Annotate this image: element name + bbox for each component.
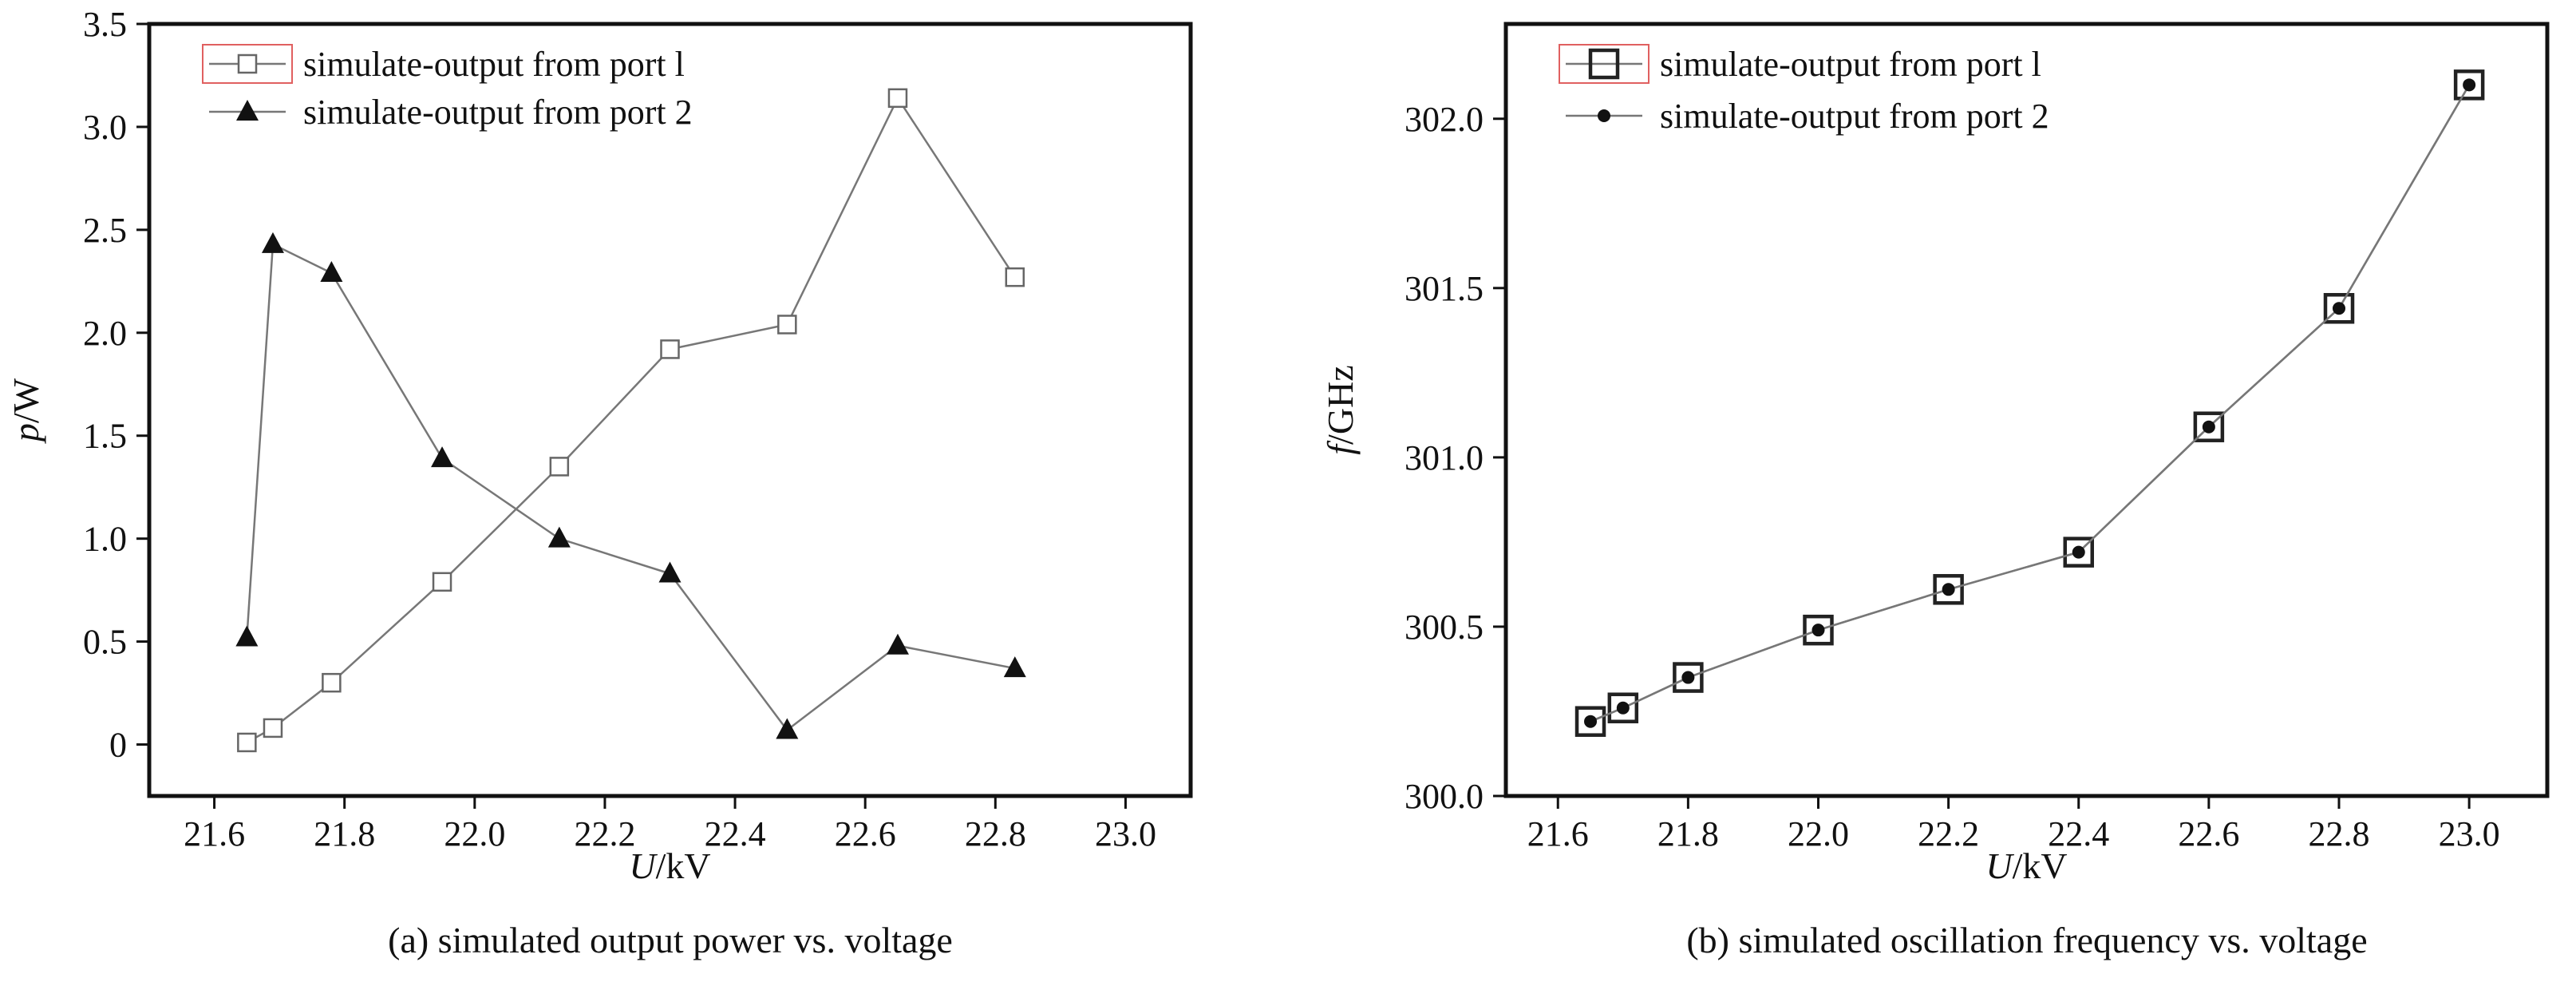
b-y-tick-label: 300.0 [1405, 777, 1484, 816]
b-series-2-point [2202, 420, 2215, 434]
a-y-tick-label: 1.0 [83, 520, 127, 559]
b-series-1-point [2323, 293, 2355, 324]
b-x-tick-label: 22.8 [2309, 814, 2370, 853]
b-y-axis-label: f/GHz [1320, 365, 1361, 454]
b-x-tick-label: 22.2 [1918, 814, 1979, 853]
a-legend-item-2: simulate-output from port 2 [209, 93, 693, 132]
b-series-2-point [1584, 715, 1598, 728]
a-legend-item-1: simulate-output from port l [202, 44, 685, 84]
b-series-2-line [1590, 84, 2471, 723]
b-legend-marker [1598, 109, 1610, 122]
a-y-tick-label: 3.5 [83, 5, 127, 44]
b-legend-label: simulate-output from port l [1660, 45, 2041, 84]
a-chart-caption: (a) simulated output power vs. voltage [388, 920, 953, 960]
a-series-2-point [658, 561, 682, 583]
b-x-axis-label: U/kV [1985, 845, 2067, 886]
b-x-tick-label: 21.8 [1657, 814, 1719, 853]
a-series-2-point [776, 718, 799, 739]
b-y-tick-label: 301.0 [1405, 438, 1484, 477]
b-series-2-point [1681, 671, 1695, 684]
b-series-1-point [1803, 614, 1834, 646]
b-legend-marker [1588, 48, 1620, 80]
a-y-tick-label: 1.5 [83, 417, 127, 456]
a-x-tick-label: 22.4 [705, 814, 766, 853]
a-y-axis-label: p/W [6, 378, 46, 444]
a-series-2-line [246, 242, 1016, 732]
b-series-1-line [1590, 84, 2471, 723]
a-y-tick-label: 2.5 [83, 211, 127, 250]
a-series-2-point [547, 526, 571, 548]
a-series-1-point [660, 339, 680, 359]
b-series-2-point [1811, 624, 1825, 637]
b-chart-caption: (b) simulated oscillation frequency vs. … [1686, 920, 2367, 960]
a-y-tick-label: 2.0 [83, 314, 127, 353]
a-series-1-point [322, 672, 342, 693]
b-x-tick-label: 22.4 [2048, 814, 2109, 853]
b-y-tick-label: 302.0 [1405, 100, 1484, 139]
a-y-tick-label: 0 [109, 726, 127, 765]
a-legend-label: simulate-output from port 2 [303, 93, 693, 132]
b-series-1-point [1673, 662, 1704, 693]
b-x-tick-label: 22.6 [2178, 814, 2239, 853]
b-series-2-point [2463, 78, 2476, 92]
a-series-2-point [235, 625, 259, 647]
b-legend-sample-box [1559, 44, 1650, 84]
a-series-2-point [431, 446, 454, 468]
b-series-2-point [2072, 545, 2085, 559]
b-series-1-point [1574, 706, 1606, 737]
b-series-2 [1584, 78, 2476, 728]
a-x-tick-label: 22.8 [965, 814, 1026, 853]
a-series-2 [235, 232, 1026, 739]
a-plot-frame [147, 22, 1193, 798]
a-legend-marker [236, 100, 259, 121]
b-x-tick-label: 22.0 [1788, 814, 1849, 853]
a-x-tick-label: 22.6 [835, 814, 896, 853]
a-x-tick-label: 21.6 [184, 814, 245, 853]
b-series-1-point [2453, 69, 2485, 101]
chart-oscillation-frequency: 21.6 21.8 22.0 22.2 22.4 22.6 22.8 23.0 300.0 300… [1320, 22, 2550, 960]
a-x-axis-label: U/kV [629, 845, 710, 886]
a-x-tick-label: 22.0 [444, 814, 505, 853]
a-legend-sample-box [202, 44, 293, 84]
b-series-1 [1574, 69, 2485, 737]
a-series-1-point [887, 88, 908, 109]
a-x-tick-label: 21.8 [314, 814, 375, 853]
a-series-2-point [1003, 656, 1026, 678]
b-series-1-point [1607, 692, 1639, 723]
a-series-2-point [320, 261, 343, 283]
b-series-2-point [1616, 701, 1630, 715]
b-legend-item-1: simulate-output from port l [1559, 44, 2041, 84]
b-x-tick-label: 23.0 [2439, 814, 2500, 853]
b-legend-item-2: simulate-output from port 2 [1566, 97, 2049, 136]
b-legend-label: simulate-output from port 2 [1660, 97, 2049, 136]
a-series-2-point [886, 633, 909, 655]
a-series-1-point [549, 457, 570, 477]
a-series-1-point [777, 315, 797, 335]
a-legend: simulate-output from port l simulate-outp… [202, 44, 693, 132]
b-series-1-point [2193, 411, 2225, 442]
b-y-tick-label: 301.5 [1405, 269, 1484, 308]
a-series-1-point [237, 732, 257, 753]
b-series-1-point [1933, 574, 1964, 605]
a-series-2-point [261, 232, 284, 253]
a-x-tick-label: 23.0 [1095, 814, 1156, 853]
a-y-tick-label: 0.5 [83, 623, 127, 662]
b-series-2-point [1942, 583, 1955, 596]
a-x-tick-label: 22.2 [574, 814, 635, 853]
a-series-1-point [263, 718, 283, 738]
a-legend-label: simulate-output from port l [303, 45, 685, 84]
a-series-1-point [432, 572, 452, 592]
chart-output-power: 21.6 21.8 22.0 22.2 22.4 22.6 22.8 23.0 0 0.5 1.0 1… [6, 5, 1193, 960]
b-plot-frame [1503, 22, 2550, 798]
b-series-2-point [2333, 302, 2345, 315]
a-series-1 [237, 88, 1025, 753]
a-legend-marker [237, 53, 258, 74]
a-y-tick-label: 3.0 [83, 108, 127, 147]
b-legend: simulate-output from port l simulate-outp… [1559, 44, 2049, 136]
a-series-1-point [1005, 267, 1025, 287]
b-x-tick-label: 21.6 [1527, 814, 1589, 853]
b-series-1-point [2063, 537, 2094, 568]
b-y-tick-label: 300.5 [1405, 608, 1484, 647]
